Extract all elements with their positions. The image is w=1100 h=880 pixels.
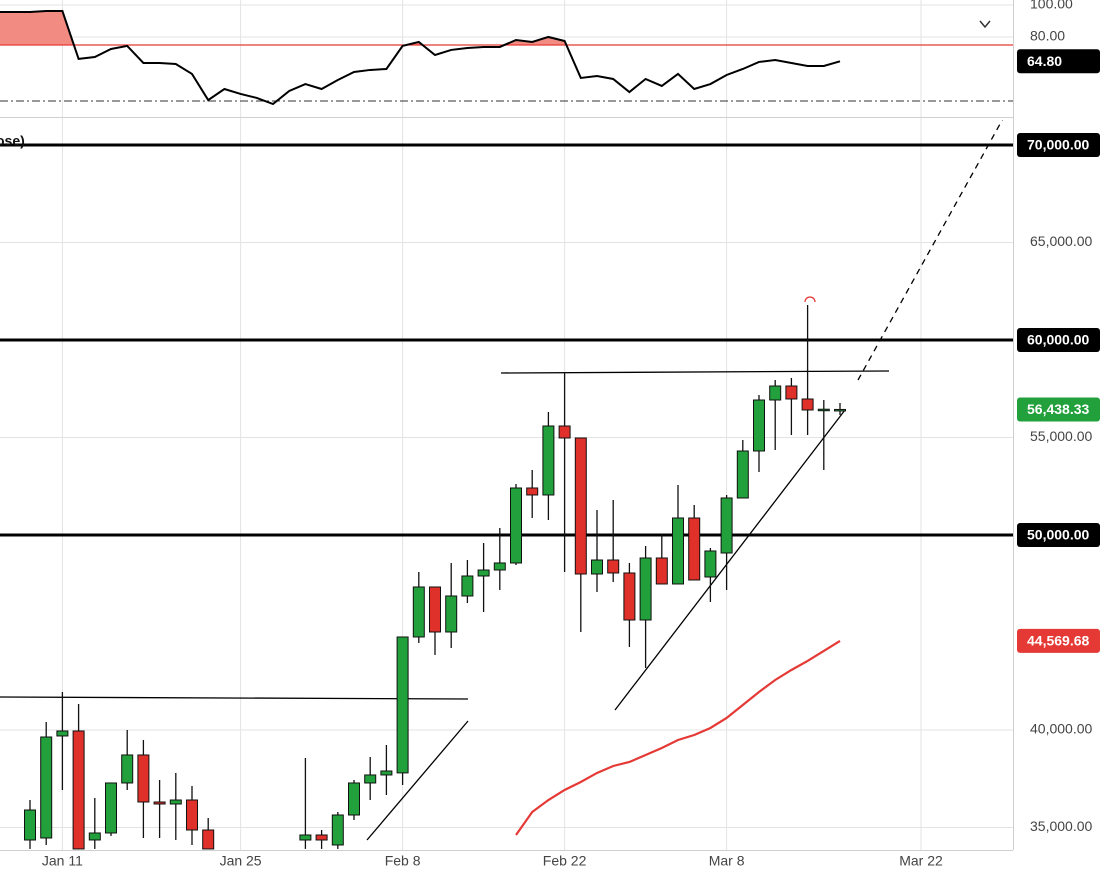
axis-layer: 100.00 80.00 64.80 Jan 11 Jan 25 Feb 8 Feb 22 M… [42, 0, 1100, 869]
moving-average [515, 639, 841, 836]
candle-body [88, 832, 101, 841]
candle-body [753, 399, 765, 452]
candle-body [40, 736, 53, 839]
trend-line [500, 370, 890, 374]
trend-line [614, 409, 846, 711]
candle-body [720, 497, 733, 554]
x-tick-label: Feb 22 [543, 853, 587, 869]
level-label-box [1017, 132, 1100, 157]
candle-body [348, 782, 360, 816]
candle-body [56, 730, 69, 737]
level-label: 50,000.00 [1027, 527, 1089, 543]
trend-line [366, 720, 469, 841]
candle-body [785, 385, 798, 400]
candle-body [542, 425, 555, 496]
candle-body [639, 557, 652, 621]
price-label-box [1017, 397, 1100, 422]
candle-body [672, 517, 684, 585]
rsi-line [0, 10, 841, 106]
y-tick-label: 55,000.00 [1030, 428, 1092, 444]
y-tick-label: 80.00 [1030, 28, 1065, 44]
candle-body [153, 801, 166, 805]
y-tick-label: 40,000.00 [1030, 721, 1092, 737]
level-label: 70,000.00 [1027, 137, 1089, 153]
grid-layer [0, 0, 1013, 850]
candle-body [736, 450, 749, 499]
collapse-icon[interactable] [979, 20, 991, 29]
candle-body [186, 799, 198, 831]
candle-body [801, 398, 814, 411]
trend-line [0, 696, 469, 700]
candle-body [202, 829, 215, 850]
candle-body [591, 559, 603, 575]
candle-body [769, 385, 782, 401]
candle-body [558, 425, 571, 439]
x-tick-label: Jan 11 [42, 853, 83, 869]
candle-body [105, 782, 117, 834]
legend-text: ose) [0, 133, 25, 149]
candle-body [688, 517, 701, 581]
candle-body [121, 754, 134, 784]
candle-body [412, 586, 425, 638]
candle-body [396, 636, 409, 774]
candle-body [461, 575, 474, 597]
candle-body [655, 557, 668, 585]
level-label-box [1017, 522, 1100, 547]
y-tick-label: 100.00 [1030, 0, 1073, 12]
y-tick-label: 65,000.00 [1030, 233, 1092, 249]
candle-body [380, 770, 393, 776]
level-label: 60,000.00 [1027, 332, 1089, 348]
candle-body [169, 799, 182, 805]
candle-body [72, 730, 85, 850]
candle-body [510, 487, 522, 564]
price-label: 56,438.33 [1027, 401, 1089, 417]
price-label: 44,569.68 [1027, 633, 1089, 649]
candle-body [574, 437, 587, 575]
candle-body [299, 834, 312, 841]
x-tick-label: Feb 8 [385, 853, 421, 869]
candle-body [834, 408, 846, 412]
x-tick-label: Mar 22 [899, 853, 943, 869]
rsi-last-label: 64.80 [1027, 53, 1062, 69]
candle-body [607, 559, 620, 574]
level-label-box [1017, 327, 1100, 352]
candle-body [331, 814, 344, 846]
price-label-box [1017, 628, 1100, 653]
candle-body [477, 569, 490, 577]
rsi-last-label-box [1017, 49, 1100, 74]
candle-body [364, 774, 377, 784]
candle-body [526, 487, 539, 496]
candle-body [445, 595, 458, 633]
candle-body [623, 572, 636, 621]
x-tick-label: Mar 8 [709, 853, 745, 869]
candle-body [137, 754, 150, 803]
candle-body [493, 562, 506, 571]
y-tick-label: 35,000.00 [1030, 818, 1092, 834]
alert-marker [804, 296, 816, 303]
candle-body [429, 586, 441, 633]
candle-body [817, 408, 830, 412]
candle-body [315, 834, 328, 841]
rsi-panel [0, 10, 1013, 106]
candle-body [704, 550, 717, 578]
x-tick-label: Jan 25 [220, 853, 262, 869]
price-panel [0, 120, 1013, 850]
candle-body [24, 809, 36, 841]
